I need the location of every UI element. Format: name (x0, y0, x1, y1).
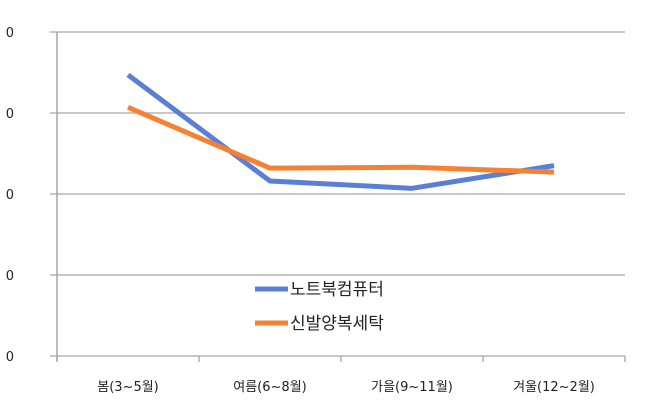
series-line-1 (127, 105, 555, 175)
y-tick-label: 0 (6, 188, 14, 203)
x-tick-label: 가을(9~11월) (371, 380, 453, 395)
series-line-0 (126, 72, 555, 191)
y-tick-label: 0 (6, 107, 14, 122)
y-tick-label: 0 (6, 269, 14, 284)
x-tick-label: 여름(6~8월) (233, 380, 306, 395)
y-tick-label: 0 (6, 350, 14, 365)
y-tick-label: 0 (6, 26, 14, 41)
legend-label: 노트북컴퓨터 (290, 280, 384, 300)
legend-label: 신발양복세탁 (290, 314, 384, 334)
x-tick-label: 봄(3~5월) (97, 380, 159, 395)
x-tick-label: 겨울(12~2월) (513, 380, 595, 395)
